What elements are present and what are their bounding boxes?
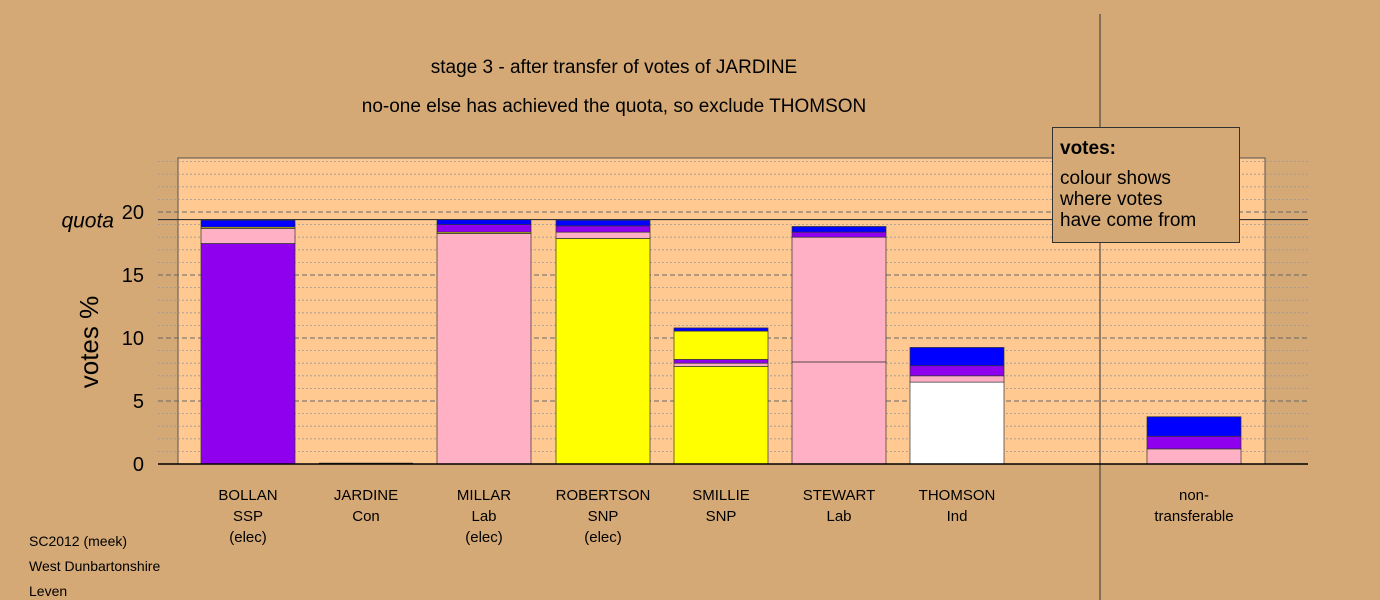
bar-segment — [555, 238, 651, 465]
bar-segment — [673, 330, 769, 360]
bar-segment — [791, 236, 887, 363]
bar-segment — [673, 366, 769, 465]
bar-segment — [436, 219, 532, 225]
bar-segment — [555, 231, 651, 239]
x-category-label: MILLAR — [457, 487, 511, 504]
x-category-labels: BOLLAN SSP (elec) JARDINE Con MILLAR Lab (elec)… — [218, 487, 1233, 546]
x-category-label: Con — [352, 508, 380, 525]
footer-council: West Dunbartonshire — [29, 558, 161, 574]
legend-box: votes: colour shows where votes have com… — [1052, 127, 1240, 243]
bar-segment — [909, 375, 1005, 383]
x-category-label: transferable — [1154, 508, 1233, 525]
y-axis-label: votes % — [74, 296, 104, 389]
y-tick-labels: 0 5 10 15 20 — [122, 202, 144, 476]
bar-segment — [909, 347, 1005, 367]
bar-segment — [909, 365, 1005, 377]
quota-label: quota — [61, 210, 114, 233]
bar-segment — [200, 219, 296, 228]
x-category-label: SNP — [706, 508, 737, 525]
x-category-label: Ind — [947, 508, 968, 525]
x-category-label: non- — [1179, 487, 1209, 504]
x-category-label: SSP — [233, 508, 263, 525]
x-category-label: (elec) — [584, 529, 622, 546]
y-tick-label: 0 — [133, 454, 144, 476]
x-category-label: BOLLAN — [218, 487, 277, 504]
bar-segment — [673, 327, 769, 332]
legend-line-1: colour shows — [1060, 168, 1171, 189]
bar-segment — [1146, 448, 1242, 465]
bar-segment — [673, 362, 769, 367]
y-tick-label: 10 — [122, 328, 144, 350]
x-category-label: SNP — [588, 508, 619, 525]
bars — [200, 219, 1242, 465]
bar-segment — [1146, 435, 1242, 450]
bar-segment — [200, 228, 296, 244]
y-tick-label: 15 — [122, 265, 144, 287]
legend-line-2: where votes — [1060, 189, 1163, 210]
x-category-label: STEWART — [803, 487, 876, 504]
bar-segment — [436, 224, 532, 233]
bar-segment — [555, 225, 651, 233]
legend-line-3: have come from — [1060, 210, 1197, 231]
bar-segment — [436, 233, 532, 465]
legend-title: votes: — [1060, 138, 1116, 159]
y-tick-label: 5 — [133, 391, 144, 413]
bar-segment — [555, 219, 651, 227]
x-category-label: THOMSON — [919, 487, 996, 504]
chart-title: stage 3 - after transfer of votes of JAR… — [431, 57, 797, 78]
x-category-label: JARDINE — [334, 487, 398, 504]
footer-election: SC2012 (meek) — [29, 533, 128, 549]
y-tick-label: 20 — [122, 202, 144, 224]
bar-segment — [909, 381, 1005, 465]
x-category-label: Lab — [471, 508, 496, 525]
x-category-label: (elec) — [465, 529, 503, 546]
bar-segment — [791, 361, 887, 465]
footer-ward: Leven — [29, 583, 68, 599]
chart-subtitle: no-one else has achieved the quota, so e… — [362, 96, 867, 117]
x-category-label: Lab — [826, 508, 851, 525]
bar-segment — [1146, 416, 1242, 437]
bar-segment — [200, 243, 296, 465]
bar-segment — [791, 231, 887, 238]
x-category-label: SMILLIE — [692, 487, 750, 504]
x-category-label: ROBERTSON — [556, 487, 651, 504]
bar-segment — [791, 226, 887, 233]
bar-segment — [673, 359, 769, 364]
x-category-label: (elec) — [229, 529, 267, 546]
